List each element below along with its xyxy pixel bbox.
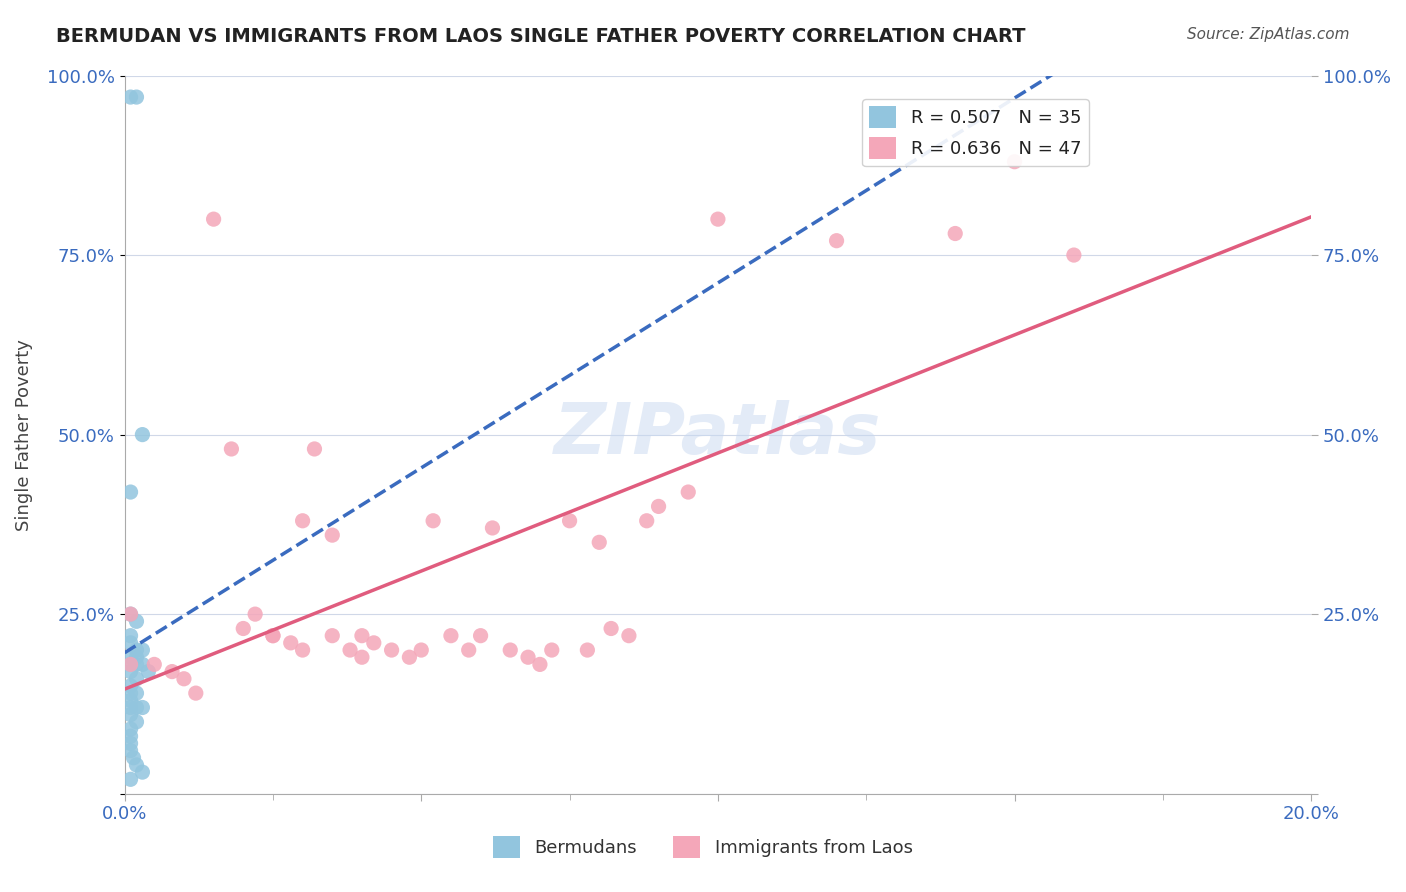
Immigrants from Laos [173, 672, 195, 686]
Bermudans [120, 90, 142, 104]
Immigrants from Laos [221, 442, 243, 456]
Immigrants from Laos [457, 643, 479, 657]
Immigrants from Laos [350, 650, 373, 665]
Immigrants from Laos [262, 629, 284, 643]
Bermudans [125, 650, 148, 665]
Text: Source: ZipAtlas.com: Source: ZipAtlas.com [1187, 27, 1350, 42]
Immigrants from Laos [243, 607, 266, 621]
Text: ZIPatlas: ZIPatlas [554, 401, 882, 469]
Bermudans [131, 765, 153, 780]
Bermudans [131, 427, 153, 442]
Immigrants from Laos [120, 607, 142, 621]
Bermudans [120, 679, 142, 693]
Immigrants from Laos [617, 629, 640, 643]
Immigrants from Laos [529, 657, 551, 672]
Bermudans [120, 629, 142, 643]
Bermudans [125, 672, 148, 686]
Bermudans [125, 90, 148, 104]
Immigrants from Laos [160, 665, 183, 679]
Bermudans [125, 686, 148, 700]
Immigrants from Laos [120, 657, 142, 672]
Bermudans [125, 643, 148, 657]
Immigrants from Laos [678, 485, 700, 500]
Immigrants from Laos [576, 643, 599, 657]
Immigrants from Laos [1004, 154, 1026, 169]
Immigrants from Laos [262, 629, 284, 643]
Legend: Bermudans, Immigrants from Laos: Bermudans, Immigrants from Laos [486, 829, 920, 865]
Immigrants from Laos [291, 514, 314, 528]
Text: BERMUDAN VS IMMIGRANTS FROM LAOS SINGLE FATHER POVERTY CORRELATION CHART: BERMUDAN VS IMMIGRANTS FROM LAOS SINGLE … [56, 27, 1026, 45]
Immigrants from Laos [321, 528, 343, 542]
Bermudans [120, 707, 142, 722]
Bermudans [131, 643, 153, 657]
Bermudans [125, 758, 148, 772]
Immigrants from Laos [304, 442, 326, 456]
Bermudans [120, 729, 142, 743]
Bermudans [131, 657, 153, 672]
Immigrants from Laos [481, 521, 503, 535]
Immigrants from Laos [470, 629, 492, 643]
Bermudans [138, 665, 160, 679]
Immigrants from Laos [825, 234, 848, 248]
Immigrants from Laos [636, 514, 658, 528]
Bermudans [120, 736, 142, 750]
Immigrants from Laos [381, 643, 404, 657]
Bermudans [120, 607, 142, 621]
Immigrants from Laos [291, 643, 314, 657]
Immigrants from Laos [321, 629, 343, 643]
Immigrants from Laos [558, 514, 581, 528]
Immigrants from Laos [350, 629, 373, 643]
Bermudans [125, 714, 148, 729]
Immigrants from Laos [422, 514, 444, 528]
Immigrants from Laos [707, 212, 730, 227]
Immigrants from Laos [943, 227, 966, 241]
Y-axis label: Single Father Poverty: Single Father Poverty [15, 339, 32, 531]
Bermudans [125, 657, 148, 672]
Bermudans [120, 686, 142, 700]
Bermudans [120, 700, 142, 714]
Immigrants from Laos [184, 686, 207, 700]
Immigrants from Laos [499, 643, 522, 657]
Immigrants from Laos [143, 657, 166, 672]
Bermudans [120, 772, 142, 787]
Immigrants from Laos [202, 212, 225, 227]
Immigrants from Laos [540, 643, 562, 657]
Immigrants from Laos [1063, 248, 1085, 262]
Legend: R = 0.507   N = 35, R = 0.636   N = 47: R = 0.507 N = 35, R = 0.636 N = 47 [862, 99, 1088, 167]
Bermudans [125, 700, 148, 714]
Immigrants from Laos [517, 650, 540, 665]
Bermudans [122, 751, 145, 765]
Bermudans [125, 615, 148, 629]
Bermudans [120, 743, 142, 757]
Bermudans [120, 650, 142, 665]
Immigrants from Laos [339, 643, 361, 657]
Bermudans [120, 636, 142, 650]
Immigrants from Laos [440, 629, 463, 643]
Immigrants from Laos [398, 650, 420, 665]
Immigrants from Laos [600, 622, 623, 636]
Bermudans [120, 665, 142, 679]
Immigrants from Laos [588, 535, 610, 549]
Immigrants from Laos [411, 643, 433, 657]
Bermudans [131, 700, 153, 714]
Bermudans [120, 657, 142, 672]
Immigrants from Laos [280, 636, 302, 650]
Bermudans [120, 722, 142, 736]
Bermudans [120, 693, 142, 707]
Immigrants from Laos [363, 636, 385, 650]
Immigrants from Laos [647, 500, 669, 514]
Immigrants from Laos [232, 622, 254, 636]
Bermudans [120, 485, 142, 500]
